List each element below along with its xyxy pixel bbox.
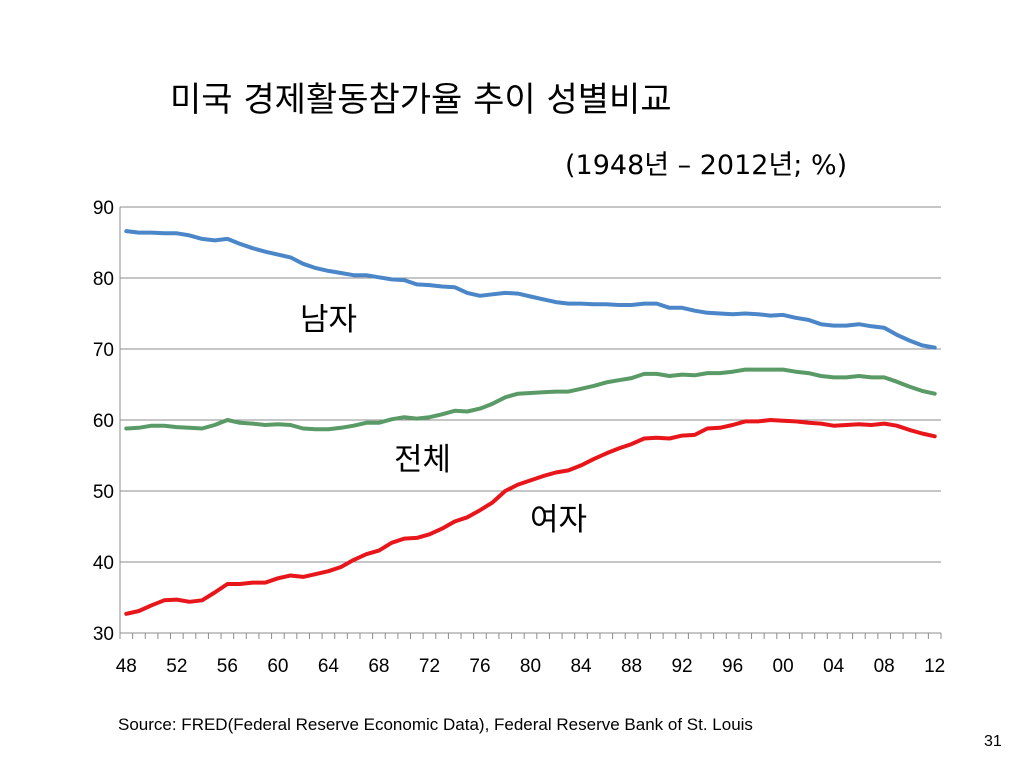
x-tick-label: 08 [874,656,895,677]
series-line-male [124,229,937,350]
slide-title: 미국 경제활동참가율 추이 성별비교 [170,80,672,120]
y-tick-label: 80 [93,269,114,290]
source-note: Source: FRED(Federal Reserve Economic Da… [118,715,753,734]
x-tick-label: 80 [520,656,541,677]
y-tick-label: 90 [93,198,114,219]
y-tick-label: 60 [93,411,114,432]
series-annotations: 남자 전체 여자 [300,302,587,538]
x-tick-label: 72 [419,656,440,677]
annotation-female: 여자 [530,502,587,538]
x-tick-label: 92 [671,656,692,677]
annotation-male: 남자 [300,302,357,338]
x-tick-label: 64 [318,656,340,677]
y-tick-label: 50 [93,482,114,503]
y-tick-label: 30 [93,624,114,645]
x-tick-label: 12 [924,656,945,677]
x-tick-label: 68 [368,656,389,677]
grid-lines [120,206,941,563]
series-line-total [124,367,937,432]
x-tick-label: 00 [773,656,794,677]
x-tick-label: 48 [116,656,137,677]
x-tick-label: 04 [823,656,845,677]
annotation-total: 전체 [394,442,451,478]
x-tick-label: 88 [621,656,642,677]
x-tick-label: 76 [469,656,490,677]
tick-labels: 30 40 50 60 70 80 90 48 52 56 60 64 68 72 76 80 84 88 92 96… [93,198,945,677]
x-tick-label: 84 [570,656,592,677]
y-tick-label: 70 [93,340,114,361]
y-tick-label: 40 [93,553,114,574]
x-tick-label: 52 [166,656,187,677]
x-tick-label: 96 [722,656,743,677]
slide-subtitle: (1948년 – 2012년; %) [565,150,848,181]
page-number: 31 [984,733,1002,750]
axes [119,207,942,639]
x-tick-label: 60 [267,656,288,677]
series-lines [124,229,937,616]
x-tick-label: 56 [217,656,238,677]
series-line-female [124,418,937,616]
